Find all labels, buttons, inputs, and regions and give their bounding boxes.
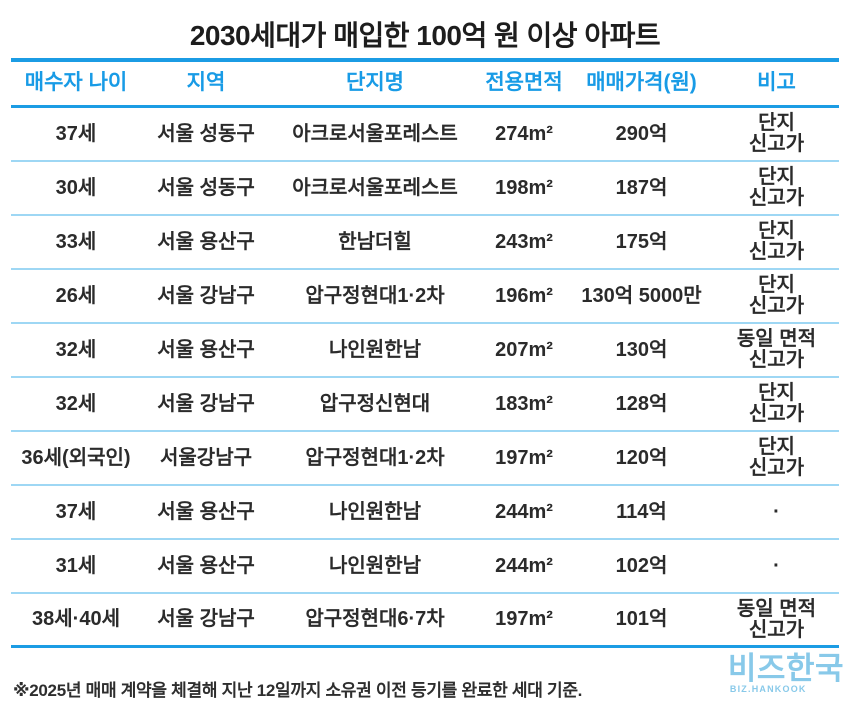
- cell-region: 서울강남구: [160, 446, 252, 469]
- cell-price: 102억: [615, 554, 668, 577]
- table-row: 37세 서울 성동구 아크로서울포레스트 274m² 290억 단지 신고가: [11, 108, 839, 162]
- cell-complex: 한남더힐: [338, 230, 412, 253]
- footnote: ※2025년 매매 계약을 체결해 지난 12일까지 소유권 이전 등기를 완료…: [13, 681, 583, 700]
- cell-note: 단지 신고가: [748, 220, 805, 263]
- table-row: 33세 서울 용산구 한남더힐 243m² 175억 단지 신고가: [11, 216, 839, 270]
- cell-buyer-age: 26세: [55, 284, 97, 307]
- header-price: 매매가격(원): [586, 71, 697, 95]
- cell-buyer-age: 37세: [55, 500, 97, 523]
- cell-price: 114억: [616, 500, 667, 523]
- cell-note: 단지 신고가: [748, 382, 805, 425]
- cell-note: ·: [773, 500, 780, 523]
- cell-complex: 압구정현대1·2차: [305, 284, 445, 307]
- header-note: 비고: [757, 71, 796, 95]
- cell-region: 서울 강남구: [157, 608, 255, 630]
- table-row: 31세 서울 용산구 나인원한남 244m² 102억 ·: [11, 540, 839, 594]
- cell-area: 244m²: [495, 500, 553, 523]
- cell-note: 단지 신고가: [748, 274, 805, 317]
- table-row: 32세 서울 용산구 나인원한남 207m² 130억 동일 면적 신고가: [11, 324, 839, 378]
- cell-region: 서울 강남구: [157, 284, 255, 307]
- cell-note: 단지 신고가: [748, 166, 805, 209]
- logo-subtitle: BIZ.HANKOOK: [729, 684, 807, 695]
- cell-region: 서울 성동구: [157, 122, 255, 145]
- header-area: 전용면적: [485, 71, 563, 95]
- table-row: 38세·40세 서울 강남구 압구정현대6·7차 197m² 101억 동일 면…: [11, 594, 839, 648]
- cell-buyer-age: 36세(외국인): [21, 446, 131, 469]
- cell-complex: 압구정현대1·2차: [305, 446, 445, 469]
- table-body: 37세 서울 성동구 아크로서울포레스트 274m² 290억 단지 신고가 3…: [11, 108, 839, 648]
- cell-buyer-age: 33세: [55, 230, 97, 253]
- cell-region: 서울 성동구: [157, 176, 255, 199]
- cell-note: ·: [773, 554, 780, 577]
- page-title: 2030세대가 매입한 100억 원 이상 아파트: [189, 20, 661, 51]
- cell-complex: 아크로서울포레스트: [292, 122, 458, 145]
- cell-buyer-age: 30세: [55, 176, 97, 199]
- cell-note: 단지 신고가: [748, 436, 805, 479]
- cell-price: 187억: [615, 176, 668, 199]
- bizhankook-logo: 비즈한국 BIZ.HANKOOK: [727, 651, 844, 695]
- apartments-table: 매수자 나이 지역 단지명 전용면적 매매가격(원) 비고 37세 서울 성동구…: [11, 58, 839, 648]
- cell-buyer-age: 37세: [55, 122, 97, 145]
- cell-note: 동일 면적 신고가: [736, 597, 817, 641]
- cell-buyer-age: 31세: [55, 554, 97, 577]
- cell-region: 서울 강남구: [157, 392, 255, 415]
- cell-area: 197m²: [495, 608, 553, 630]
- cell-price: 130억: [615, 338, 668, 361]
- cell-area: 207m²: [495, 338, 553, 361]
- table-row: 32세 서울 강남구 압구정신현대 183m² 128억 단지 신고가: [11, 378, 839, 432]
- logo-wordmark: 비즈한국: [727, 651, 844, 686]
- cell-region: 서울 용산구: [157, 230, 255, 253]
- cell-buyer-age: 38세·40세: [32, 608, 120, 630]
- cell-price: 290억: [615, 122, 668, 145]
- cell-area: 183m²: [495, 392, 553, 415]
- header-region: 지역: [186, 71, 226, 95]
- cell-area: 197m²: [495, 446, 553, 469]
- cell-note: 단지 신고가: [748, 112, 805, 155]
- table-row: 26세 서울 강남구 압구정현대1·2차 196m² 130억 5000만 단지…: [11, 270, 839, 324]
- cell-buyer-age: 32세: [55, 338, 97, 361]
- cell-area: 244m²: [495, 554, 553, 577]
- cell-buyer-age: 32세: [55, 392, 97, 415]
- cell-price: 128억: [615, 392, 668, 415]
- cell-complex: 나인원한남: [329, 500, 421, 523]
- cell-complex: 나인원한남: [329, 554, 421, 577]
- cell-region: 서울 용산구: [157, 338, 255, 361]
- cell-area: 196m²: [495, 284, 553, 307]
- cell-price: 101억: [615, 608, 668, 630]
- cell-price: 175억: [615, 230, 668, 253]
- cell-price: 120억: [615, 446, 668, 469]
- table-row: 30세 서울 성동구 아크로서울포레스트 198m² 187억 단지 신고가: [11, 162, 839, 216]
- cell-area: 274m²: [495, 122, 553, 145]
- cell-note: 동일 면적 신고가: [736, 328, 817, 371]
- cell-complex: 압구정신현대: [319, 392, 431, 415]
- table-header-row: 매수자 나이 지역 단지명 전용면적 매매가격(원) 비고: [11, 58, 839, 108]
- cell-area: 243m²: [495, 230, 553, 253]
- cell-region: 서울 용산구: [157, 500, 255, 523]
- header-complex: 단지명: [346, 71, 404, 95]
- cell-price: 130억 5000만: [581, 284, 702, 307]
- cell-complex: 아크로서울포레스트: [292, 176, 458, 199]
- table-row: 37세 서울 용산구 나인원한남 244m² 114억 ·: [11, 486, 839, 540]
- header-buyer-age: 매수자 나이: [24, 71, 128, 95]
- cell-complex: 나인원한남: [329, 338, 421, 361]
- cell-region: 서울 용산구: [157, 554, 255, 577]
- cell-complex: 압구정현대6·7차: [305, 608, 445, 630]
- table-row: 36세(외국인) 서울강남구 압구정현대1·2차 197m² 120억 단지 신…: [11, 432, 839, 486]
- cell-area: 198m²: [495, 176, 553, 199]
